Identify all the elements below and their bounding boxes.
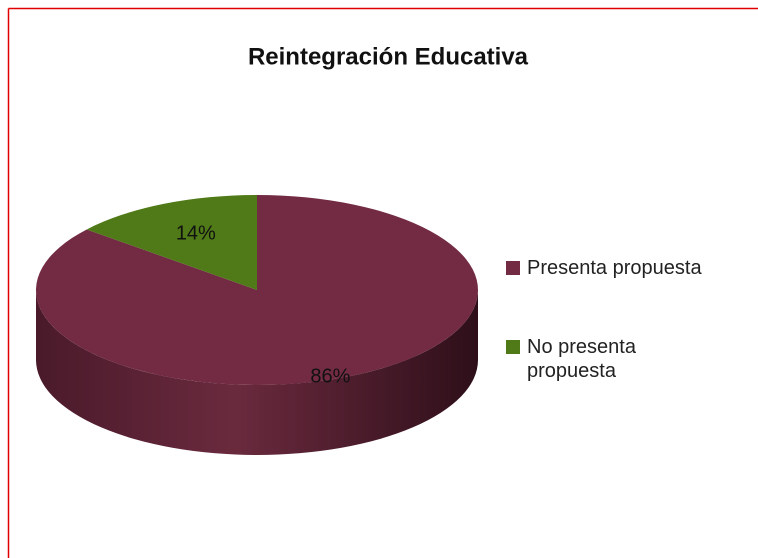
legend-label: No presenta propuesta [527, 336, 636, 382]
legend-swatch [506, 340, 520, 354]
legend-label: Presenta propuesta [527, 257, 702, 279]
chart-title: Reintegración Educativa [248, 43, 529, 70]
slice-side [36, 290, 478, 455]
data-label: 86% [310, 365, 350, 387]
legend-swatch [506, 261, 520, 275]
data-label: 14% [176, 222, 216, 244]
slice [86, 195, 257, 290]
